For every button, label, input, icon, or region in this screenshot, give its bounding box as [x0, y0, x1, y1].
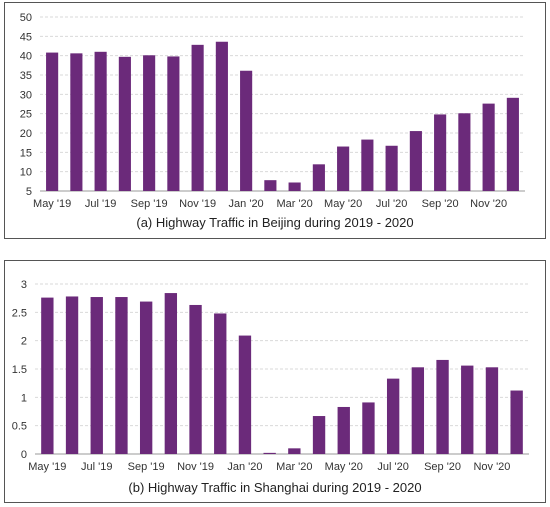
beijing-bar [312, 164, 325, 191]
shanghai-x-tick-label: Jul '20 [377, 461, 408, 473]
beijing-bar [70, 53, 83, 192]
shanghai-bar [510, 390, 523, 454]
beijing-bar [191, 44, 204, 192]
shanghai-bar [238, 335, 252, 454]
beijing-x-tick-label: Jan '20 [229, 198, 264, 210]
beijing-x-tick-label: Jul '20 [376, 198, 407, 210]
shanghai-x-tick-label: Mar '20 [276, 461, 312, 473]
beijing-bar [46, 52, 59, 191]
shanghai-bar [90, 297, 103, 454]
shanghai-bar [312, 416, 326, 454]
shanghai-y-tick-label: 3 [21, 279, 27, 291]
beijing-bar [409, 131, 422, 191]
beijing-y-tick-label: 30 [20, 89, 32, 101]
shanghai-x-tick-label: Nov '20 [473, 461, 510, 473]
beijing-bar [167, 56, 180, 191]
beijing-bar [288, 182, 301, 191]
shanghai-bar [461, 365, 474, 454]
beijing-bar [94, 51, 107, 191]
beijing-chart-panel: 5 10 15 20 25 30 35 40 45 50 May '19 Jul '19 Sep '19… [4, 2, 546, 239]
beijing-bar [337, 146, 350, 191]
shanghai-bar [189, 304, 202, 454]
beijing-x-tick-label: Sep '20 [422, 198, 459, 210]
shanghai-bar [41, 297, 54, 454]
shanghai-bar [164, 293, 178, 454]
beijing-x-tick-label: Jul '19 [85, 198, 116, 210]
shanghai-x-tick-label: Nov '19 [177, 461, 214, 473]
beijing-bar [458, 113, 471, 191]
beijing-bar [215, 41, 228, 191]
shanghai-x-tick-label: Sep '19 [128, 461, 165, 473]
shanghai-bar [288, 448, 301, 454]
shanghai-bar [115, 297, 128, 454]
beijing-x-tick-label: May '19 [33, 198, 71, 210]
shanghai-y-tick-label: 0 [21, 449, 27, 461]
beijing-y-tick-label: 40 [20, 51, 32, 63]
beijing-bar [264, 180, 277, 191]
beijing-y-tick-label: 15 [20, 147, 32, 159]
shanghai-bar [485, 367, 499, 454]
beijing-bar [385, 145, 398, 191]
shanghai-bar [263, 452, 276, 454]
beijing-y-tick-label: 35 [20, 70, 32, 82]
beijing-y-tick-label: 5 [26, 186, 32, 198]
beijing-y-tick-label: 10 [20, 167, 32, 179]
shanghai-y-tick-label: 0.5 [12, 421, 27, 433]
beijing-bar [361, 139, 374, 191]
shanghai-chart: 0 0.5 1 1.5 2 2.5 3 May '19 Jul '19 Sep '19 Nov '1… [12, 279, 529, 473]
beijing-chart: 5 10 15 20 25 30 35 40 45 50 May '19 Jul '19 Sep '19… [20, 12, 525, 210]
beijing-bar [118, 56, 131, 192]
beijing-bar [434, 114, 447, 191]
beijing-x-tick-label: Nov '20 [470, 198, 507, 210]
beijing-x-tick-label: Nov '19 [179, 198, 216, 210]
beijing-y-tick-label: 20 [20, 128, 32, 140]
shanghai-x-tick-label: Jan '20 [227, 461, 262, 473]
shanghai-bar [436, 359, 449, 454]
beijing-y-tick-label: 25 [20, 109, 32, 121]
shanghai-x-tick-label: May '19 [28, 461, 66, 473]
beijing-bar [143, 55, 156, 191]
beijing-x-tick-label: Sep '19 [131, 198, 168, 210]
beijing-y-tick-label: 45 [20, 31, 32, 43]
shanghai-y-tick-label: 2 [21, 336, 27, 348]
shanghai-y-tick-label: 1.5 [12, 364, 27, 376]
beijing-bar [482, 103, 495, 191]
beijing-bar [240, 70, 253, 191]
shanghai-y-tick-label: 2.5 [12, 307, 27, 319]
shanghai-bar [411, 367, 425, 454]
beijing-x-tick-label: Mar '20 [276, 198, 312, 210]
shanghai-y-tick-label: 1 [21, 392, 27, 404]
shanghai-bar [65, 296, 79, 454]
shanghai-bar [214, 313, 227, 454]
shanghai-chart-panel: 0 0.5 1 1.5 2 2.5 3 May '19 Jul '19 Sep '19 Nov '1… [4, 260, 546, 503]
shanghai-x-tick-label: Sep '20 [424, 461, 461, 473]
shanghai-bar [362, 402, 375, 454]
beijing-bar [506, 97, 519, 191]
shanghai-bar [386, 378, 400, 454]
beijing-chart-caption: (a) Highway Traffic in Beijing during 20… [136, 215, 414, 230]
shanghai-x-tick-label: Jul '19 [81, 461, 112, 473]
shanghai-bar [139, 301, 153, 454]
shanghai-x-tick-label: May '20 [325, 461, 363, 473]
beijing-y-tick-label: 50 [20, 12, 32, 24]
beijing-x-tick-label: May '20 [324, 198, 362, 210]
shanghai-bar [337, 406, 350, 454]
shanghai-chart-caption: (b) Highway Traffic in Shanghai during 2… [128, 480, 422, 495]
